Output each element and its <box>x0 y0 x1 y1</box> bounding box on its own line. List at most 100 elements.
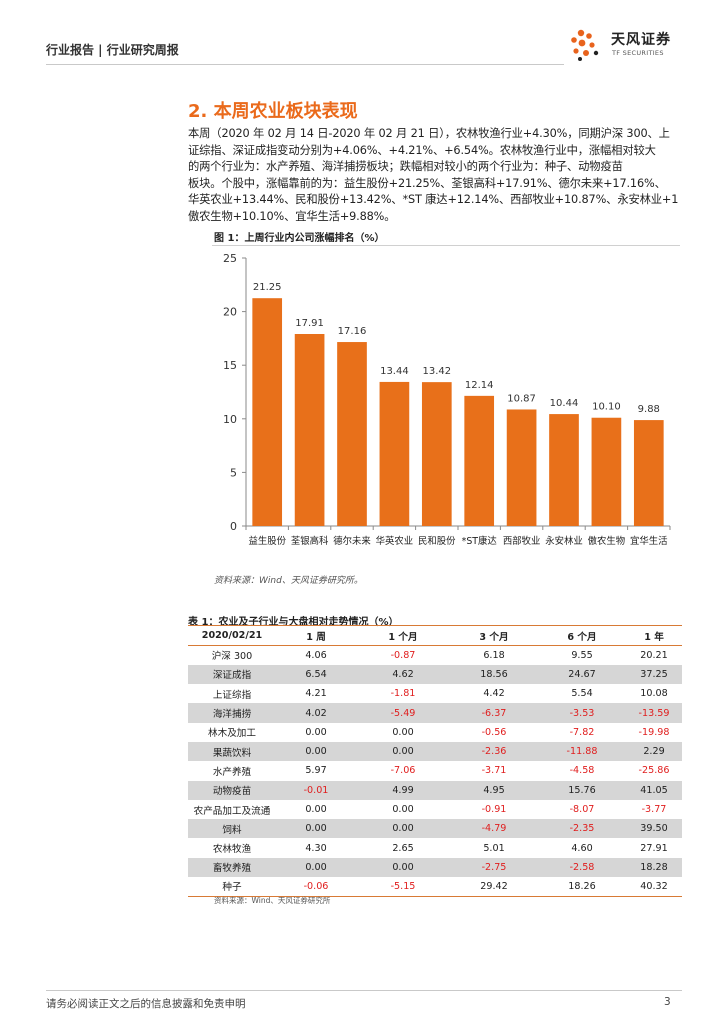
table-cell: 18.28 <box>640 861 668 873</box>
table-cell: 0.00 <box>392 861 414 873</box>
header-divider <box>46 64 564 65</box>
table-row: 水产养殖 5.97 -7.06 -3.71 -4.58 -25.86 <box>188 761 682 780</box>
bar-value-label: 9.88 <box>638 404 660 415</box>
table-cell: 10.08 <box>640 688 668 700</box>
table-cell: -2.35 <box>569 823 595 835</box>
table-cell: 0.00 <box>392 823 414 835</box>
table-cell: -6.37 <box>481 707 507 719</box>
page-number: 3 <box>664 996 671 1008</box>
table-cell: 2.65 <box>392 842 414 854</box>
bar-value-label: 21.25 <box>253 282 282 293</box>
table-cell: 0.00 <box>305 823 327 835</box>
paragraph-line: 傲农生物+10.10%、宜华生活+9.88%。 <box>188 209 396 223</box>
y-tick-label: 15 <box>223 359 237 372</box>
chart-bars <box>252 298 664 526</box>
bar <box>252 298 283 526</box>
brand-subtitle: TF SECURITIES <box>612 49 664 57</box>
table-cell: -8.07 <box>569 804 595 816</box>
bar <box>294 334 325 526</box>
paragraph-line: 华英农业+13.44%、民和股份+13.42%、*ST 康达+12.14%、西部… <box>188 193 678 206</box>
summary-paragraph: 本周（2020 年 02 月 14 日-2020 年 02 月 21 日），农林… <box>188 126 678 225</box>
table-cell: -13.59 <box>638 707 670 719</box>
bar <box>464 395 495 526</box>
bar <box>591 417 622 526</box>
y-tick-label: 10 <box>223 413 237 426</box>
y-tick-label: 20 <box>223 306 237 319</box>
table-cell: 4.42 <box>483 688 505 700</box>
bar-value-label: 10.87 <box>507 393 536 404</box>
table-cell: -5.15 <box>390 880 416 892</box>
table-cell: -7.82 <box>569 726 595 738</box>
figure-title: 图 1：上周行业内公司涨幅排名（%） <box>214 233 385 244</box>
section-title: 2. 本周农业板块表现 <box>188 101 358 122</box>
table-row: 沪深 300 4.06 -0.87 6.18 9.55 20.21 <box>188 646 682 665</box>
column-header: 1 年 <box>644 631 664 643</box>
table-cell: 20.21 <box>640 649 668 661</box>
table-cell: 24.67 <box>568 668 596 680</box>
column-header: 1 个月 <box>388 631 418 643</box>
category-label: 华英农业 <box>376 535 414 547</box>
row-label: 林木及加工 <box>208 728 256 740</box>
column-header: 1 周 <box>306 631 326 643</box>
table-cell: 4.21 <box>305 688 327 700</box>
paragraph-line: 板块。个股中，涨幅靠前的为：益生股份+21.25%、荃银高科+17.91%、德尔… <box>188 176 666 190</box>
bar <box>337 342 367 526</box>
table-row: 海洋捕捞 4.02 -5.49 -6.37 -3.53 -13.59 <box>188 703 682 723</box>
table-cell: 4.30 <box>305 842 327 854</box>
row-label: 种子 <box>222 882 242 894</box>
table-cell: 0.00 <box>392 726 414 738</box>
brand-name: 天风证券 <box>611 32 671 48</box>
row-label: 沪深 300 <box>211 651 253 663</box>
y-tick-label: 5 <box>230 466 237 479</box>
bar-value-label: 10.44 <box>550 398 579 409</box>
table-cell: -19.98 <box>638 726 670 738</box>
row-label: 深证成指 <box>212 670 252 682</box>
row-label: 畜牧养殖 <box>212 863 252 875</box>
footer-divider <box>46 990 682 991</box>
table-cell: 4.60 <box>571 842 593 854</box>
table-cell: 6.18 <box>483 649 505 661</box>
table-row: 畜牧养殖 0.00 0.00 -2.75 -2.58 18.28 <box>188 857 682 878</box>
category-label: 荃银高科 <box>291 535 329 547</box>
table-row: 动物疫苗 -0.01 4.99 4.95 15.76 41.05 <box>188 780 682 800</box>
category-label: 德尔未来 <box>333 535 371 547</box>
bar-value-label: 17.91 <box>295 318 324 329</box>
bar-value-label: 13.44 <box>380 366 409 377</box>
category-label: 民和股份 <box>418 535 456 547</box>
category-label: *ST康达 <box>462 535 498 547</box>
y-tick-label: 0 <box>230 520 237 533</box>
table-row: 上证综指 4.21 -1.81 4.42 5.54 10.08 <box>188 684 682 703</box>
table-cell: 0.00 <box>305 726 327 738</box>
row-label: 果蔬饮料 <box>212 747 252 759</box>
table-row: 种子 -0.06 -5.15 29.42 18.26 40.32 <box>188 877 682 897</box>
column-header: 2020/02/21 <box>201 630 263 641</box>
column-header: 3 个月 <box>479 631 509 643</box>
bar <box>379 381 410 526</box>
table-cell: 39.50 <box>640 823 668 835</box>
table-cell: 0.00 <box>305 861 327 873</box>
row-label: 海洋捕捞 <box>212 709 252 721</box>
table-row: 果蔬饮料 0.00 0.00 -2.36 -11.88 2.29 <box>188 741 682 762</box>
table-cell: -7.06 <box>390 765 416 777</box>
table-cell: -4.79 <box>481 823 507 835</box>
table-cell: -3.77 <box>641 804 667 816</box>
table-cell: -0.01 <box>303 784 329 796</box>
table-cell: 29.42 <box>480 880 508 892</box>
table-cell: 40.32 <box>640 880 668 892</box>
table-cell: 0.00 <box>392 746 414 758</box>
table-cell: -0.87 <box>390 649 416 661</box>
table-cell: 41.05 <box>640 784 668 796</box>
table-cell: 4.06 <box>305 649 327 661</box>
table-cell: -0.06 <box>303 880 329 892</box>
bar <box>633 420 664 526</box>
table-cell: -25.86 <box>638 765 670 777</box>
figure-title-rule <box>212 245 680 246</box>
category-label: 西部牧业 <box>503 535 541 547</box>
chart-labels: 21.25 益生股份 17.91 荃银高科 17.16 德尔未来 13.44 华英农业 13.4… <box>248 282 667 547</box>
table-cell: 0.00 <box>305 746 327 758</box>
table-row: 饲料 0.00 0.00 -4.79 -2.35 39.50 <box>188 819 682 839</box>
table-cell: 4.62 <box>392 668 414 680</box>
table-cell: 4.02 <box>305 707 327 719</box>
table-row: 林木及加工 0.00 0.00 -0.56 -7.82 -19.98 <box>188 723 682 742</box>
table-cell: 6.54 <box>305 668 327 680</box>
